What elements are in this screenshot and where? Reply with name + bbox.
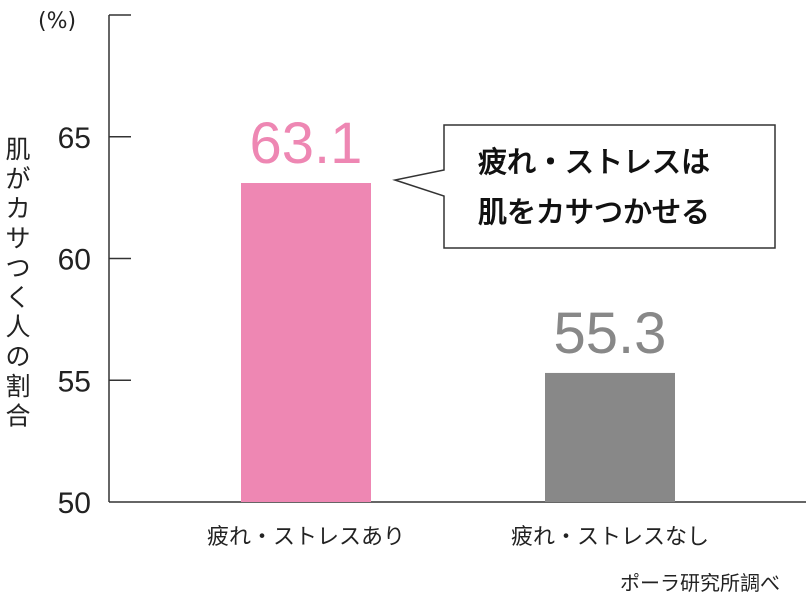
y-axis-title-char: 合 xyxy=(5,401,30,430)
bar-without-stress xyxy=(545,372,675,502)
bar-value-label: 63.1 xyxy=(250,111,363,176)
y-axis-title-char: 肌 xyxy=(5,135,30,164)
y-axis-title-char: が xyxy=(5,165,30,194)
y-axis-title-char: 割 xyxy=(5,372,30,401)
y-axis-title-char: つ xyxy=(5,253,30,282)
y-axis-title-char: く xyxy=(5,283,30,312)
y-axis-title-char: サ xyxy=(5,224,30,253)
y-tick-label: 50 xyxy=(58,487,91,520)
y-axis-title-char: 人 xyxy=(5,313,30,342)
callout-line-1: 疲れ・ストレスは xyxy=(478,145,710,179)
bar-with-stress xyxy=(241,183,371,502)
x-category-label: 疲れ・ストレスあり xyxy=(207,525,405,550)
callout-bubble xyxy=(392,124,776,249)
y-tick-label: 60 xyxy=(58,244,91,277)
bars: 63.1 疲れ・ストレスあり 55.3 疲れ・ストレスなし xyxy=(207,111,709,550)
y-axis-title-char: カ xyxy=(5,194,30,223)
callout-line-2: 肌をカサつかせる xyxy=(478,195,710,229)
y-tick-label: 55 xyxy=(58,365,91,398)
y-tick-label: 65 xyxy=(58,122,91,155)
source-note: ポーラ研究所調べ xyxy=(620,571,780,595)
y-unit-label: (%) xyxy=(38,9,76,34)
callout: 疲れ・ストレスは 肌をカサつかせる xyxy=(392,124,776,249)
y-ticks: 50 55 60 65 xyxy=(58,14,131,520)
y-axis-title-char: の xyxy=(5,342,30,371)
bar-value-label: 55.3 xyxy=(554,301,667,366)
x-category-label: 疲れ・ストレスなし xyxy=(511,525,709,550)
